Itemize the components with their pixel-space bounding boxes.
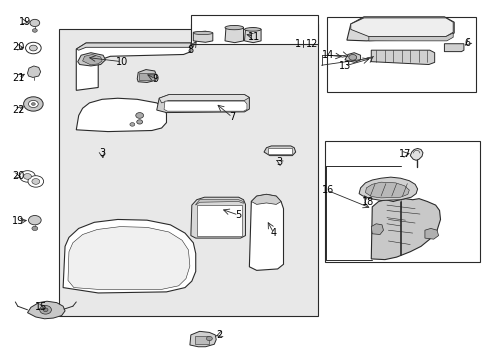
Text: 18: 18 [362, 197, 374, 207]
Text: 13: 13 [338, 61, 350, 71]
Text: 3: 3 [99, 148, 105, 158]
Circle shape [23, 174, 31, 179]
Polygon shape [76, 98, 166, 132]
Circle shape [29, 45, 37, 51]
Text: 19: 19 [19, 17, 31, 27]
Polygon shape [244, 28, 261, 42]
Text: 15: 15 [35, 302, 47, 312]
Ellipse shape [224, 26, 243, 30]
Circle shape [206, 336, 212, 341]
Text: 14: 14 [322, 50, 334, 60]
Polygon shape [195, 200, 243, 205]
Polygon shape [137, 69, 157, 82]
Polygon shape [27, 301, 65, 319]
Polygon shape [78, 53, 105, 66]
Circle shape [32, 29, 37, 32]
Polygon shape [370, 224, 383, 234]
Text: 9: 9 [152, 74, 159, 84]
Circle shape [348, 54, 356, 60]
Circle shape [32, 226, 38, 230]
Polygon shape [82, 54, 102, 65]
Bar [327, 17, 475, 92]
Circle shape [30, 19, 40, 27]
Bar [139, 73, 154, 80]
Text: 11: 11 [247, 32, 260, 41]
Circle shape [28, 100, 38, 108]
Polygon shape [27, 66, 41, 77]
Circle shape [130, 123, 135, 126]
Polygon shape [190, 24, 317, 30]
Ellipse shape [193, 31, 212, 35]
Polygon shape [157, 95, 249, 113]
Polygon shape [63, 220, 195, 293]
Polygon shape [159, 95, 249, 103]
Polygon shape [409, 148, 422, 160]
Polygon shape [193, 31, 212, 42]
Text: 20: 20 [12, 42, 24, 52]
Circle shape [20, 171, 35, 182]
Text: 22: 22 [12, 105, 24, 115]
Circle shape [43, 308, 48, 312]
Text: 17: 17 [398, 149, 411, 159]
Polygon shape [344, 53, 360, 62]
Circle shape [32, 179, 40, 184]
Text: 6: 6 [464, 38, 470, 48]
Polygon shape [190, 197, 245, 238]
Text: 2: 2 [216, 330, 222, 340]
Circle shape [31, 103, 35, 105]
Bar [325, 140, 479, 262]
Polygon shape [444, 44, 463, 51]
Polygon shape [189, 331, 216, 347]
Polygon shape [346, 17, 453, 41]
Polygon shape [368, 33, 452, 41]
Polygon shape [358, 177, 417, 201]
Polygon shape [76, 43, 190, 50]
Polygon shape [251, 194, 281, 204]
Polygon shape [370, 50, 434, 64]
Bar [267, 148, 292, 154]
Text: 10: 10 [115, 57, 127, 67]
Ellipse shape [244, 28, 261, 31]
Polygon shape [197, 205, 242, 235]
Circle shape [28, 176, 43, 187]
Polygon shape [68, 226, 189, 289]
Polygon shape [350, 18, 452, 37]
Text: 12: 12 [305, 40, 317, 49]
Circle shape [28, 216, 41, 225]
Polygon shape [224, 26, 243, 42]
Text: 1: 1 [294, 40, 301, 49]
Text: 20: 20 [12, 171, 24, 181]
Text: 5: 5 [235, 210, 241, 220]
Text: 4: 4 [270, 228, 276, 238]
Polygon shape [163, 101, 246, 111]
Circle shape [136, 113, 143, 118]
Polygon shape [264, 146, 295, 156]
Polygon shape [76, 43, 190, 90]
Text: 7: 7 [229, 112, 235, 122]
Bar [194, 336, 209, 344]
Circle shape [137, 120, 142, 124]
Text: 16: 16 [322, 185, 334, 195]
Text: 8: 8 [187, 45, 194, 55]
Polygon shape [59, 30, 317, 316]
Circle shape [25, 42, 41, 54]
Polygon shape [365, 182, 408, 198]
Circle shape [40, 306, 51, 314]
Circle shape [23, 97, 43, 111]
Text: 3: 3 [276, 157, 282, 167]
Text: 21: 21 [12, 73, 24, 83]
Text: 19: 19 [12, 216, 24, 226]
Polygon shape [249, 194, 283, 270]
Bar [190, 15, 317, 44]
Polygon shape [370, 199, 440, 260]
Polygon shape [424, 228, 438, 239]
